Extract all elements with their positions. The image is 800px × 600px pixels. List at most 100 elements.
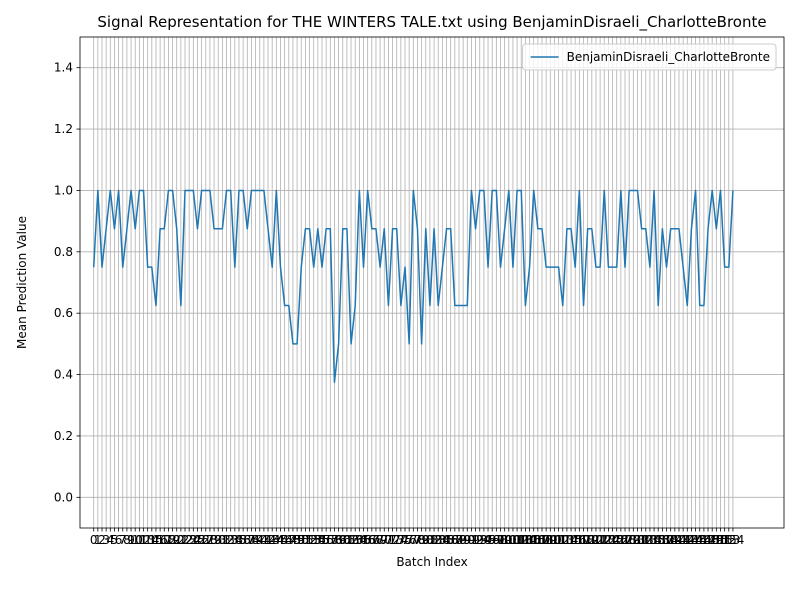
x-tick-label: 53 (306, 533, 321, 547)
x-tick-label: 73 (389, 533, 404, 547)
x-tick-label: 5 (111, 533, 119, 547)
x-tick-label: 41 (256, 533, 271, 547)
x-tick-label: 67 (364, 533, 379, 547)
y-tick-label: 0.4 (54, 368, 73, 382)
x-tick-label: 80 (418, 533, 433, 547)
x-tick-label: 58 (327, 533, 342, 547)
x-tick-label: 84 (435, 533, 450, 547)
chart-title: Signal Representation for THE WINTERS TA… (97, 13, 766, 32)
x-tick-label: 39 (248, 533, 263, 547)
x-tick-label: 0 (90, 533, 98, 547)
x-tick-label: 153 (717, 533, 740, 547)
x-tick-label: 131 (626, 533, 649, 547)
x-tick-label: 50 (294, 533, 309, 547)
x-tick-label: 90 (460, 533, 475, 547)
x-tick-label: 139 (659, 533, 682, 547)
x-tick-label: 25 (190, 533, 205, 547)
x-tick-label: 35 (231, 533, 246, 547)
x-tick-label: 103 (510, 533, 533, 547)
x-tick-label: 2 (98, 533, 106, 547)
x-tick-label: 71 (381, 533, 396, 547)
x-tick-label: 113 (551, 533, 574, 547)
x-tick-label: 11 (132, 533, 147, 547)
x-tick-label: 118 (572, 533, 595, 547)
x-tick-label: 149 (701, 533, 724, 547)
x-tick-label: 152 (713, 533, 736, 547)
x-tick-label: 95 (480, 533, 495, 547)
x-tick-label: 151 (709, 533, 732, 547)
x-tick-label: 133 (634, 533, 657, 547)
y-tick-label: 1.0 (54, 183, 73, 197)
x-tick-label: 72 (385, 533, 400, 547)
x-tick-label: 68 (368, 533, 383, 547)
x-tick-label: 82 (426, 533, 441, 547)
x-tick-label: 141 (668, 533, 691, 547)
x-tick-label: 64 (352, 533, 367, 547)
x-tick-label: 137 (651, 533, 674, 547)
x-tick-label: 150 (705, 533, 728, 547)
x-tick-label: 46 (277, 533, 292, 547)
x-tick-label: 89 (455, 533, 470, 547)
x-tick-label: 101 (501, 533, 524, 547)
y-tick-label: 1.2 (54, 122, 73, 136)
x-tick-label: 136 (647, 533, 670, 547)
x-tick-label: 102 (506, 533, 529, 547)
x-tick-label: 154 (721, 533, 744, 547)
x-tick-label: 33 (223, 533, 238, 547)
x-tick-label: 110 (539, 533, 562, 547)
x-tick-label: 40 (252, 533, 267, 547)
x-tick-label: 112 (547, 533, 570, 547)
x-tick-label: 27 (198, 533, 213, 547)
x-tick-label: 16 (152, 533, 167, 547)
x-tick-label: 44 (269, 533, 284, 547)
x-tick-label: 74 (393, 533, 408, 547)
x-tick-label: 17 (157, 533, 172, 547)
x-tick-label: 57 (323, 533, 338, 547)
x-tick-label: 107 (526, 533, 549, 547)
x-tick-label: 147 (692, 533, 715, 547)
x-tick-label: 42 (260, 533, 275, 547)
x-tick-label: 142 (672, 533, 695, 547)
x-tick-label: 111 (543, 533, 566, 547)
x-tick-label: 59 (331, 533, 346, 547)
x-tick-label: 129 (618, 533, 641, 547)
x-tick-label: 127 (609, 533, 632, 547)
x-tick-label: 65 (356, 533, 371, 547)
x-tick-label: 7 (119, 533, 127, 547)
x-tick-label: 43 (265, 533, 280, 547)
x-tick-label: 19 (165, 533, 180, 547)
x-tick-label: 122 (589, 533, 612, 547)
x-tick-label: 54 (310, 533, 325, 547)
x-tick-label: 8 (123, 533, 131, 547)
x-tick-label: 79 (414, 533, 429, 547)
x-tick-label: 62 (343, 533, 358, 547)
x-axis-label: Batch Index (396, 555, 467, 569)
x-tick-label: 78 (410, 533, 425, 547)
legend-box (522, 43, 777, 71)
y-tick-label: 0.8 (54, 245, 73, 259)
x-tick-label: 85 (439, 533, 454, 547)
series-line (92, 189, 734, 383)
x-tick-label: 20 (169, 533, 184, 547)
x-tick-label: 145 (684, 533, 707, 547)
x-tick-label: 61 (339, 533, 354, 547)
x-tick-label: 146 (688, 533, 711, 547)
x-tick-label: 26 (194, 533, 209, 547)
x-tick-label: 117 (568, 533, 591, 547)
x-tick-label: 83 (431, 533, 446, 547)
x-tick-label: 31 (215, 533, 230, 547)
x-tick-label: 70 (377, 533, 392, 547)
x-tick-label: 75 (397, 533, 412, 547)
x-tick-label: 22 (177, 533, 192, 547)
x-tick-label: 96 (485, 533, 500, 547)
x-tick-label: 140 (663, 533, 686, 547)
x-tick-label: 106 (522, 533, 545, 547)
x-tick-label: 69 (372, 533, 387, 547)
x-tick-label: 123 (593, 533, 616, 547)
x-tick-label: 63 (348, 533, 363, 547)
x-tick-label: 47 (281, 533, 296, 547)
x-tick-label: 115 (560, 533, 583, 547)
y-axis-label: Mean Prediction Value (15, 216, 29, 349)
x-tick-label: 81 (422, 533, 437, 547)
